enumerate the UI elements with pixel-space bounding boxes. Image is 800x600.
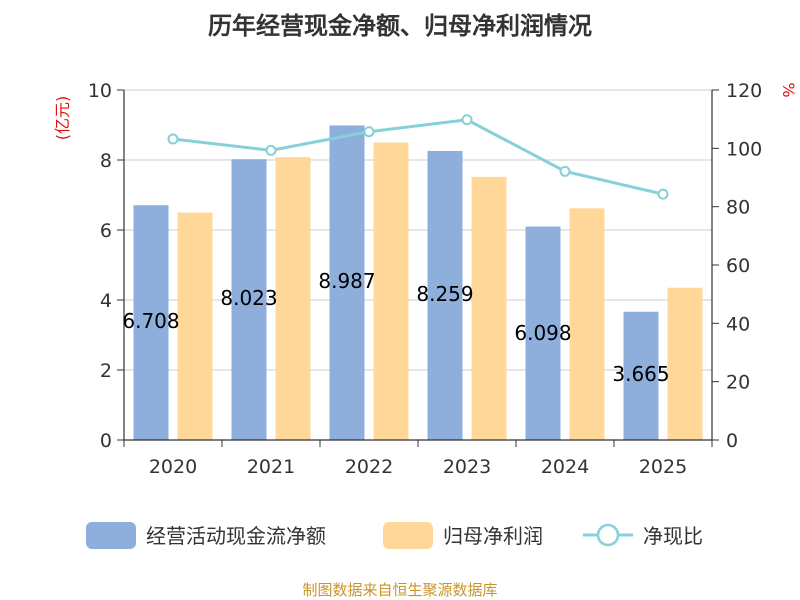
right-axis-unit: %: [779, 82, 798, 97]
right-tick-label: 120: [726, 80, 762, 102]
source-note: 制图数据来自恒生聚源数据库: [302, 581, 497, 599]
ratio-point[interactable]: [167, 133, 179, 145]
legend-swatch-ratio-marker[interactable]: [596, 523, 620, 547]
bar-value-label: 8.023: [220, 286, 277, 310]
legend-swatch-netprofit[interactable]: [383, 522, 433, 549]
left-tick-label: 4: [100, 290, 112, 312]
ratio-point[interactable]: [559, 165, 571, 177]
right-tick-label: 80: [726, 197, 750, 219]
bar-value-label: 3.665: [612, 362, 669, 386]
legend-label-cashflow[interactable]: 经营活动现金流净额: [146, 524, 326, 548]
left-tick-label: 8: [100, 150, 112, 172]
bar-value-label: 8.987: [318, 269, 375, 293]
bar[interactable]: [569, 208, 605, 440]
right-tick-label: 100: [726, 138, 762, 160]
left-tick-label: 0: [100, 430, 112, 452]
ratio-point[interactable]: [265, 144, 277, 156]
bar[interactable]: [177, 212, 213, 441]
bar[interactable]: [667, 287, 703, 440]
chart-title: 历年经营现金净额、归母净利润情况: [208, 12, 592, 40]
ratio-point[interactable]: [657, 188, 669, 200]
legend-label-netprofit[interactable]: 归母净利润: [443, 524, 543, 548]
bar-value-label: 6.098: [514, 321, 571, 345]
bar[interactable]: [329, 125, 365, 440]
grid: [124, 89, 712, 371]
bar[interactable]: [231, 159, 267, 440]
bar[interactable]: [427, 150, 463, 440]
left-tick-label: 6: [100, 220, 112, 242]
bar[interactable]: [373, 142, 409, 441]
bar[interactable]: [275, 157, 311, 440]
bar[interactable]: [471, 176, 507, 441]
axes: [117, 89, 719, 447]
ratio-point[interactable]: [363, 126, 375, 138]
data-labels: 6.708 8.023 8.987 8.259 6.098 3.665: [122, 269, 669, 386]
bar[interactable]: [525, 226, 561, 440]
bar-value-label: 8.259: [416, 282, 473, 306]
ratio-line: [172, 118, 664, 196]
left-tick-label: 2: [100, 360, 112, 382]
left-axis-unit: (亿元): [53, 96, 72, 141]
ratio-point[interactable]: [461, 114, 473, 126]
right-tick-label: 60: [726, 255, 750, 277]
x-tick-label: 2025: [639, 456, 687, 478]
bar-group: [133, 125, 703, 441]
legend-label-ratio[interactable]: 净现比: [643, 524, 703, 548]
x-tick-label: 2021: [247, 456, 295, 478]
x-tick-label: 2024: [541, 456, 589, 478]
right-tick-label: 20: [726, 372, 750, 394]
bar[interactable]: [623, 311, 659, 440]
line-series: [167, 114, 669, 200]
x-tick-label: 2020: [149, 456, 197, 478]
x-tick-label: 2022: [345, 456, 393, 478]
right-tick-label: 0: [726, 430, 738, 452]
bar-value-label: 6.708: [122, 309, 179, 333]
x-tick-label: 2023: [443, 456, 491, 478]
right-tick-label: 40: [726, 313, 750, 335]
left-tick-label: 10: [88, 80, 112, 102]
bar[interactable]: [133, 205, 169, 440]
legend-swatch-cashflow[interactable]: [86, 522, 136, 549]
legend[interactable]: 经营活动现金流净额 归母净利润 净现比: [86, 522, 703, 549]
